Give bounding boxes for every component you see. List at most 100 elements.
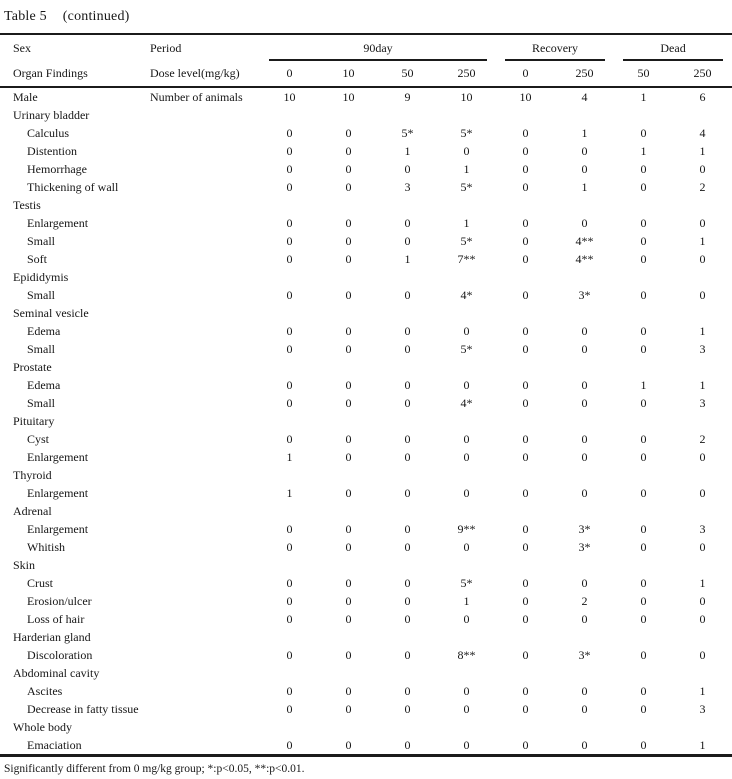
spacer-cell [150,376,260,394]
count-cell [673,466,732,484]
count-cell [496,502,555,520]
spacer-cell [150,556,260,574]
count-cell [614,718,673,736]
findings-tbody: Male Number of animals 10 10 9 10 10 4 1… [0,87,732,756]
count-cell: 0 [581,432,588,446]
count-cell: 0 [522,252,529,266]
count-cell [260,664,319,682]
count-cell [319,466,378,484]
organ-group-row: Prostate [0,358,732,376]
dose-col-header: 50 [401,66,414,80]
finding-row: Whitish 0 0 0 0 0 3* 0 0 [0,538,732,556]
count-cell: 0 [286,252,293,266]
count-cell: 0 [640,450,647,464]
count-cell: 0 [404,216,411,230]
count-cell: 0 [404,522,411,536]
count-cell [437,106,496,124]
count-cell: 3 [699,342,706,356]
count-cell: 0 [640,540,647,554]
organ-label: Epididymis [13,270,69,284]
table-continued-label: (continued) [62,9,130,24]
group-dead-header: Dead [614,34,732,61]
count-cell: 0 [522,612,529,626]
count-cell: 0 [345,540,352,554]
count-cell: 0 [463,378,470,392]
finding-row: Enlargement 1 0 0 0 0 0 0 0 [0,448,732,466]
count-cell: 0 [640,612,647,626]
count-cell [673,718,732,736]
spacer-cell [150,574,260,592]
count-cell: 1 [463,162,470,176]
count-cell: 0 [286,684,293,698]
count-cell [378,466,437,484]
count-cell [437,556,496,574]
organ-label: Seminal vesicle [13,306,89,320]
count-cell [614,502,673,520]
finding-row: Loss of hair 0 0 0 0 0 0 0 0 [0,610,732,628]
count-cell [673,556,732,574]
count-cell [496,466,555,484]
count-cell [319,412,378,430]
organ-label: Whole body [13,720,72,734]
count-cell [614,412,673,430]
organ-group-row: Skin [0,556,732,574]
finding-label: Cyst [27,432,50,446]
finding-row: Erosion/ulcer 0 0 0 1 0 2 0 0 [0,592,732,610]
count-cell: 0 [522,702,529,716]
animals-count-cell: 10 [460,90,473,104]
group-90day-label: 90day [269,41,488,61]
count-cell [437,466,496,484]
count-cell [614,304,673,322]
finding-row: Thickening of wall 0 0 3 5* 0 1 0 2 [0,178,732,196]
finding-label: Enlargement [27,486,89,500]
count-cell [260,718,319,736]
count-cell: 0 [699,648,706,662]
count-cell: 0 [345,144,352,158]
count-cell [673,502,732,520]
findings-table: Sex Period 90day Recovery Dead Organ Fin… [0,33,732,757]
organ-label: Skin [13,558,36,572]
count-cell [437,304,496,322]
count-cell [496,664,555,682]
count-cell: 0 [286,612,293,626]
count-cell: 0 [640,396,647,410]
count-cell: 2 [699,432,706,446]
organ-group-row: Abdominal cavity [0,664,732,682]
organ-findings-header: Organ Findings [13,66,88,80]
count-cell [673,358,732,376]
count-cell: 0 [286,324,293,338]
count-cell: 0 [699,216,706,230]
count-cell [496,628,555,646]
count-cell [614,664,673,682]
count-cell [437,196,496,214]
count-cell: 0 [522,522,529,536]
count-cell: 4* [460,288,473,302]
count-cell: 0 [345,288,352,302]
finding-label: Erosion/ulcer [27,594,92,608]
count-cell [555,664,614,682]
count-cell: 1 [699,144,706,158]
count-cell [260,358,319,376]
finding-row: Crust 0 0 0 5* 0 0 0 1 [0,574,732,592]
count-cell: 0 [286,162,293,176]
count-cell [496,268,555,286]
count-cell [319,718,378,736]
count-cell: 0 [286,738,293,752]
count-cell: 0 [463,450,470,464]
count-cell [437,502,496,520]
count-cell: 0 [345,234,352,248]
count-cell: 0 [404,612,411,626]
count-cell [260,268,319,286]
header-row-period: Sex Period 90day Recovery Dead [0,34,732,61]
count-cell: 0 [640,162,647,176]
count-cell: 0 [640,216,647,230]
count-cell: 0 [286,180,293,194]
count-cell [378,268,437,286]
count-cell [378,304,437,322]
count-cell [319,304,378,322]
animals-count-cell: 4 [581,90,588,104]
count-cell: 0 [404,486,411,500]
count-cell [378,106,437,124]
count-cell [555,556,614,574]
count-cell: 0 [286,234,293,248]
